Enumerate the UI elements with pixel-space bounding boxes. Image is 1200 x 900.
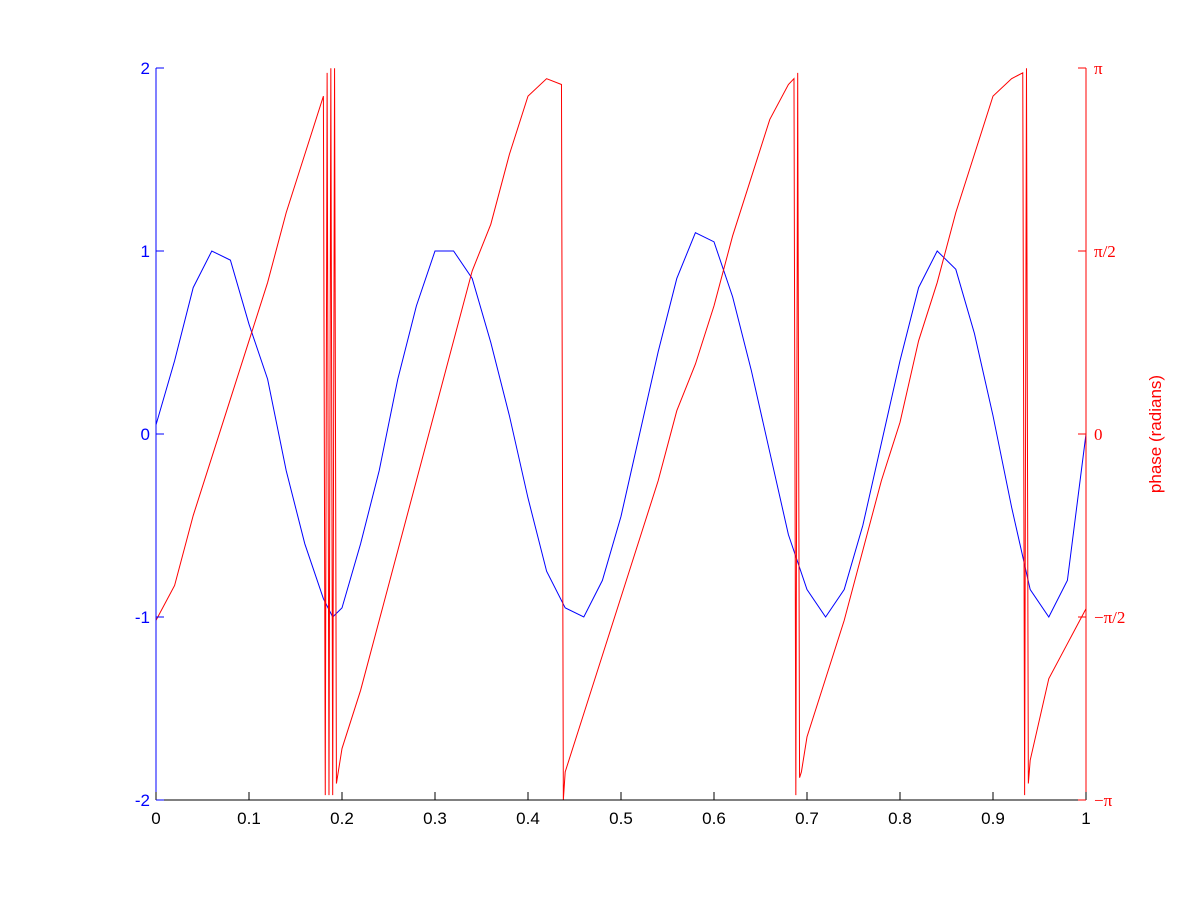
x-tick-label: 0.9 [981, 809, 1005, 828]
x-tick-label: 0.2 [330, 809, 354, 828]
right-y-tick-label: −π/2 [1094, 608, 1125, 627]
left-y-tick-label: 2 [141, 59, 150, 78]
right-y-tick-label: 0 [1094, 425, 1103, 444]
x-tick-label: 0.6 [702, 809, 726, 828]
right-y-tick-label: −π [1094, 791, 1113, 810]
phase-series-line [155, 68, 1087, 800]
signal-series-line [155, 232, 1087, 618]
x-tick-label: 0.4 [516, 809, 540, 828]
axes-layer: 0 0.1 0.2 0.3 0.4 0.5 0.6 0.7 0.8 0.9 1 -2 -1 0 1 2 −π −π… [135, 59, 1126, 828]
right-y-tick-label: π/2 [1094, 242, 1116, 261]
right-y-tick-label: π [1094, 59, 1103, 78]
series-layer [155, 68, 1087, 800]
x-tick-label: 1 [1081, 809, 1090, 828]
x-tick-label: 0.1 [237, 809, 261, 828]
left-y-tick-label: -2 [135, 791, 150, 810]
left-y-tick-label: 0 [141, 425, 150, 444]
x-tick-label: 0.7 [795, 809, 819, 828]
right-axis-label: phase (radians) [1146, 375, 1165, 493]
x-tick-label: 0 [151, 809, 160, 828]
left-y-tick-label: 1 [141, 242, 150, 261]
left-y-tick-label: -1 [135, 608, 150, 627]
x-tick-label: 0.3 [423, 809, 447, 828]
x-tick-label: 0.8 [888, 809, 912, 828]
x-tick-label: 0.5 [609, 809, 633, 828]
